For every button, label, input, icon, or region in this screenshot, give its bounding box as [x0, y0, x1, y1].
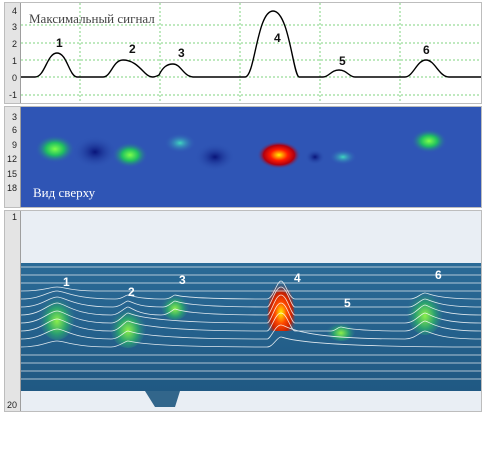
peak-label: 5 — [339, 54, 346, 68]
heat-blob — [195, 143, 235, 171]
volume-peak-label: 4 — [294, 271, 301, 285]
volume-peak-label: 6 — [435, 268, 442, 282]
heat-blob — [305, 149, 325, 165]
contour-lines — [20, 266, 481, 380]
heat-blob — [257, 141, 301, 169]
top-view-y-tick: 3 — [11, 112, 17, 122]
signal-y-tick: 3 — [11, 22, 17, 32]
signal-y-axis: 4 3 2 1 0 -1 — [5, 3, 21, 103]
volume-peak — [39, 292, 75, 340]
heat-blob — [411, 129, 447, 153]
peak-label: 4 — [274, 31, 281, 45]
heat-blob — [35, 135, 75, 163]
max-signal-panel: 4 3 2 1 0 -1 Максимальный сигнал 1 2 3 4… — [4, 2, 482, 104]
top-view-y-tick: 6 — [11, 125, 17, 135]
heat-blob — [164, 133, 196, 153]
volume-peak — [407, 287, 443, 335]
peak-label: 2 — [129, 42, 136, 56]
top-view-y-tick: 18 — [6, 183, 17, 193]
signal-y-tick: 1 — [11, 56, 17, 66]
peak-label: 3 — [178, 46, 185, 60]
volume-surface — [20, 263, 481, 411]
volume-peak-label: 5 — [344, 296, 351, 310]
top-view-y-axis: 3 6 9 12 15 18 — [5, 107, 21, 207]
signal-y-tick: 0 — [11, 73, 17, 83]
max-signal-curve — [21, 10, 481, 78]
top-view-heatmap — [5, 107, 481, 207]
volume-y-tick: 20 — [6, 400, 17, 410]
heat-blob — [73, 136, 117, 168]
heat-blob — [329, 149, 357, 165]
heat-blob — [112, 142, 148, 168]
top-view-panel: 3 6 9 12 15 18 Вид сверху — [4, 106, 482, 208]
top-view-y-tick: 9 — [11, 140, 17, 150]
signal-y-tick: -1 — [8, 90, 17, 100]
signal-plot — [21, 3, 481, 103]
volume-peak-label: 3 — [179, 273, 186, 287]
volume-peak — [110, 304, 146, 348]
peak-label: 6 — [423, 43, 430, 57]
peak-label: 1 — [56, 36, 63, 50]
top-view-y-tick: 12 — [6, 154, 17, 164]
volume-y-axis: 1 20 — [5, 211, 21, 411]
signal-y-tick: 2 — [11, 39, 17, 49]
volume-view-panel: 1 20 — [4, 210, 482, 412]
signal-title: Максимальный сигнал — [29, 11, 155, 26]
volume-peak-label: 2 — [128, 285, 135, 299]
top-view-y-tick: 15 — [6, 169, 17, 179]
top-view-title: Вид сверху — [33, 185, 96, 200]
volume-y-tick: 1 — [11, 212, 17, 222]
signal-y-tick: 4 — [11, 6, 17, 16]
volume-peak-label: 1 — [63, 275, 70, 289]
